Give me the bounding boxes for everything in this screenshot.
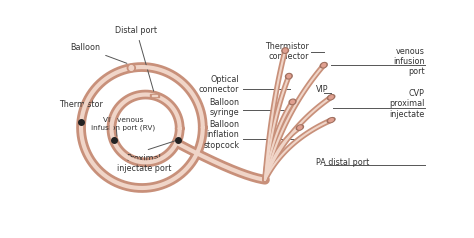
Ellipse shape [285, 74, 292, 79]
Text: venous
infusion
port: venous infusion port [393, 47, 425, 76]
FancyBboxPatch shape [152, 95, 156, 96]
Text: Proximal
injectate port: Proximal injectate port [117, 154, 171, 174]
Text: PA distal port: PA distal port [316, 158, 370, 167]
Ellipse shape [322, 64, 326, 67]
Ellipse shape [329, 96, 333, 99]
Ellipse shape [327, 118, 335, 123]
Ellipse shape [329, 119, 333, 122]
Ellipse shape [298, 126, 302, 129]
Text: Thermistor
connector: Thermistor connector [265, 42, 309, 61]
Text: Balloon
syringe: Balloon syringe [209, 98, 239, 117]
Text: Distal port: Distal port [115, 26, 157, 91]
Ellipse shape [282, 48, 289, 53]
Ellipse shape [291, 100, 294, 104]
Ellipse shape [283, 49, 287, 52]
Ellipse shape [287, 74, 291, 78]
Text: Balloon: Balloon [70, 43, 127, 63]
FancyBboxPatch shape [150, 94, 159, 97]
Text: Balloon
inflation
stopcock: Balloon inflation stopcock [203, 120, 239, 150]
Text: Optical
connector: Optical connector [199, 75, 239, 94]
Text: Thermistor: Thermistor [59, 100, 103, 119]
Ellipse shape [328, 95, 335, 100]
Ellipse shape [296, 125, 303, 130]
Ellipse shape [128, 64, 136, 72]
Ellipse shape [129, 66, 134, 70]
Text: VIP: VIP [316, 85, 329, 94]
Text: VIP venous
infusion port (RV): VIP venous infusion port (RV) [91, 117, 155, 131]
Ellipse shape [320, 63, 327, 68]
Ellipse shape [289, 99, 296, 104]
Text: CVP
proximal
injectate: CVP proximal injectate [389, 89, 425, 119]
